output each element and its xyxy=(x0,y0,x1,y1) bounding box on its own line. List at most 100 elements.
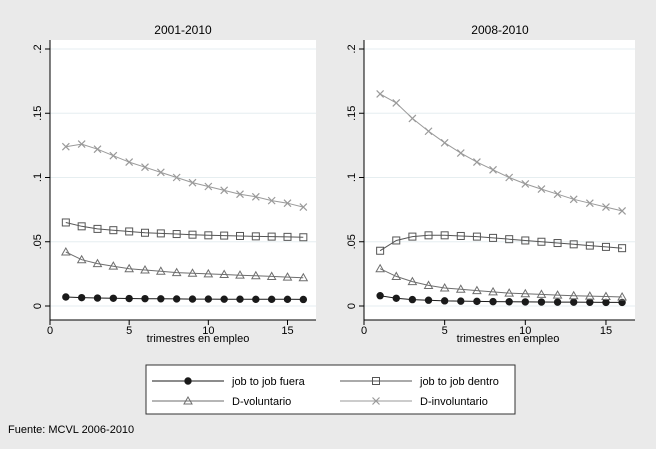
data-point-fuera xyxy=(408,295,417,304)
y-tick-label: .05 xyxy=(32,234,44,249)
data-point-fuera xyxy=(424,296,433,304)
data-point-involuntario xyxy=(376,90,385,98)
data-point-involuntario xyxy=(505,173,514,182)
legend-box xyxy=(145,364,516,415)
data-point-dentro xyxy=(93,224,102,233)
x-axis-label: trimestres en empleo xyxy=(457,333,560,345)
panel-title: 2008-2010 xyxy=(471,23,529,37)
data-point-involuntario xyxy=(440,138,449,147)
data-point-voluntario xyxy=(235,270,245,279)
data-point-voluntario xyxy=(455,284,466,293)
data-point-dentro xyxy=(376,246,385,255)
data-point-involuntario xyxy=(141,163,149,172)
x-tick-label: 10 xyxy=(202,325,214,337)
data-point-involuntario xyxy=(172,173,181,182)
data-point-dentro xyxy=(204,231,213,240)
data-point-voluntario xyxy=(266,271,277,280)
data-point-dentro xyxy=(585,241,594,250)
data-point-dentro xyxy=(618,244,627,253)
data-point-involuntario xyxy=(602,203,610,211)
data-point-dentro xyxy=(267,232,276,241)
series-line-involuntario xyxy=(379,93,623,212)
plot-area xyxy=(364,40,635,320)
x-tick-label: 5 xyxy=(126,325,132,337)
data-point-involuntario xyxy=(489,165,497,174)
data-point-dentro xyxy=(537,237,546,246)
series-line-voluntario xyxy=(65,251,304,279)
data-point-fuera xyxy=(283,295,292,304)
data-point-dentro xyxy=(61,218,70,227)
data-point-fuera xyxy=(553,298,562,306)
x-axis-label: trimestres en empleo xyxy=(147,333,250,345)
data-point-involuntario xyxy=(251,192,260,201)
legend-label: job to job dentro xyxy=(419,376,499,388)
data-point-voluntario xyxy=(439,283,450,292)
data-point-involuntario xyxy=(188,178,197,187)
data-point-voluntario xyxy=(187,268,198,277)
panel-2001-2010: 2001-2010 trimestres en empleo 0 .05 .1 .15… xyxy=(32,23,316,345)
data-point-dentro xyxy=(392,236,401,245)
legend-item-fuera: job to job fuera xyxy=(152,376,306,388)
data-point-fuera xyxy=(473,297,481,306)
y-tick-label: 0 xyxy=(32,303,44,309)
data-point-dentro xyxy=(141,228,149,237)
x-tick-label: 5 xyxy=(442,325,448,337)
data-point-voluntario xyxy=(584,291,595,300)
data-point-involuntario xyxy=(93,145,102,154)
data-point-fuera xyxy=(93,294,102,302)
data-point-dentro xyxy=(489,233,498,242)
data-point-fuera xyxy=(141,294,149,303)
data-point-voluntario xyxy=(536,289,547,298)
legend-marker-fuera xyxy=(184,377,192,385)
data-point-voluntario xyxy=(140,265,150,274)
data-point-voluntario xyxy=(171,267,182,277)
x-tick-label: 15 xyxy=(600,325,612,337)
legend-label: D-voluntario xyxy=(232,396,291,408)
data-point-voluntario xyxy=(60,247,71,256)
legend-item-voluntario: D-voluntario xyxy=(152,395,291,408)
series-line-fuera xyxy=(380,295,623,303)
legend-item-dentro: job to job dentro xyxy=(340,376,499,388)
data-point-dentro xyxy=(505,235,514,244)
data-point-fuera xyxy=(220,295,228,303)
data-point-dentro xyxy=(188,230,197,239)
y-tick-label: .1 xyxy=(32,173,44,182)
data-point-fuera xyxy=(172,295,181,303)
data-point-voluntario xyxy=(203,268,214,278)
data-point-fuera xyxy=(62,293,70,301)
data-point-dentro xyxy=(156,229,165,238)
data-point-involuntario xyxy=(456,149,465,158)
data-point-voluntario xyxy=(108,261,119,270)
data-point-dentro xyxy=(472,232,481,241)
legend-marker-voluntario xyxy=(183,395,193,405)
data-point-fuera xyxy=(188,295,197,303)
data-point-involuntario xyxy=(283,199,292,208)
y-tick-label: .15 xyxy=(346,106,358,121)
data-point-voluntario xyxy=(124,263,135,273)
data-point-fuera xyxy=(125,294,133,303)
data-point-dentro xyxy=(172,230,181,239)
data-point-involuntario xyxy=(472,158,481,167)
data-point-involuntario xyxy=(299,203,308,211)
data-point-voluntario xyxy=(617,291,627,301)
x-tick-label: 15 xyxy=(281,325,293,337)
series-line-fuera xyxy=(65,296,304,300)
data-point-voluntario xyxy=(298,272,309,282)
data-point-dentro xyxy=(408,232,417,241)
data-point-involuntario xyxy=(392,99,401,107)
data-point-dentro xyxy=(424,231,433,240)
legend-label: job to job fuera xyxy=(231,376,306,388)
series-line-voluntario xyxy=(379,268,623,298)
data-point-dentro xyxy=(77,222,86,231)
data-point-dentro xyxy=(569,240,578,249)
data-point-voluntario xyxy=(92,258,103,268)
data-point-dentro xyxy=(283,232,292,241)
data-point-involuntario xyxy=(553,190,562,199)
data-point-fuera xyxy=(489,297,497,306)
data-point-voluntario xyxy=(423,280,434,289)
y-tick-label: .05 xyxy=(346,234,358,249)
legend-item-involuntario: D-involuntario xyxy=(340,396,488,408)
data-point-involuntario xyxy=(537,185,546,193)
data-point-fuera xyxy=(109,294,118,302)
data-point-voluntario xyxy=(375,263,385,273)
